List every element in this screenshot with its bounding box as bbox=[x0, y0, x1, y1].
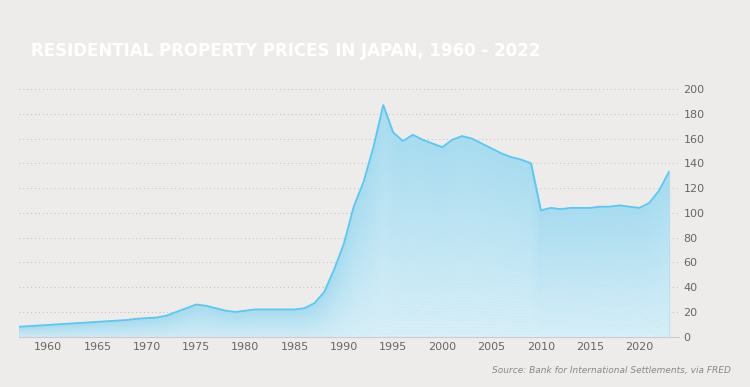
Text: RESIDENTIAL PROPERTY PRICES IN JAPAN, 1960 - 2022: RESIDENTIAL PROPERTY PRICES IN JAPAN, 19… bbox=[31, 43, 540, 60]
Text: Source: Bank for International Settlements, via FRED: Source: Bank for International Settlemen… bbox=[492, 366, 731, 375]
